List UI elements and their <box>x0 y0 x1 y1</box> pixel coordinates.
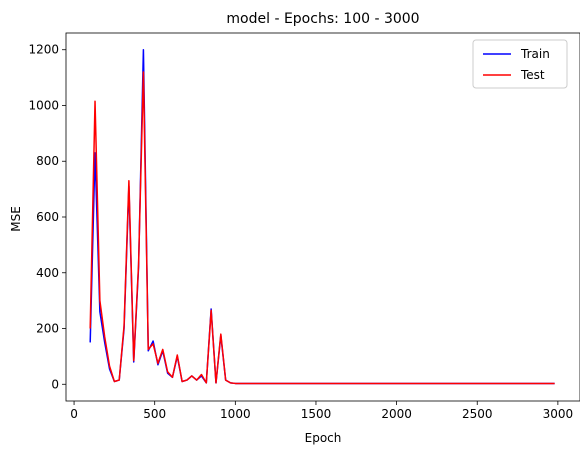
x-tick-label: 2000 <box>381 407 412 421</box>
y-tick-label: 1000 <box>28 98 59 112</box>
y-tick-label: 1200 <box>28 43 59 57</box>
y-tick-label: 200 <box>36 322 59 336</box>
x-tick-label: 500 <box>143 407 166 421</box>
y-axis-ticks: 0 200 400 600 800 1000 1200 <box>28 43 66 391</box>
x-tick-label: 1500 <box>301 407 332 421</box>
series-line-test <box>89 71 555 385</box>
y-tick-label: 600 <box>36 210 59 224</box>
chart-title: model - Epochs: 100 - 3000 <box>226 11 419 27</box>
y-tick-label: 800 <box>36 154 59 168</box>
x-axis-label: Epoch <box>305 431 342 445</box>
legend-label-test: Test <box>520 68 545 82</box>
x-tick-label: 0 <box>70 407 78 421</box>
y-tick-label: 0 <box>51 377 59 391</box>
x-tick-label: 2500 <box>462 407 493 421</box>
y-tick-label: 400 <box>36 266 59 280</box>
x-tick-label: 1000 <box>220 407 251 421</box>
plot-lines <box>89 48 555 385</box>
y-axis-label: MSE <box>9 206 23 232</box>
plot-frame <box>65 32 580 402</box>
x-tick-label: 3000 <box>543 407 574 421</box>
x-axis-ticks: 0 500 1000 1500 2000 2500 3000 <box>70 401 573 421</box>
series-line-train <box>89 48 555 385</box>
legend-box <box>472 39 568 89</box>
legend-label-train: Train <box>520 47 550 61</box>
legend: Train Test <box>472 39 568 89</box>
